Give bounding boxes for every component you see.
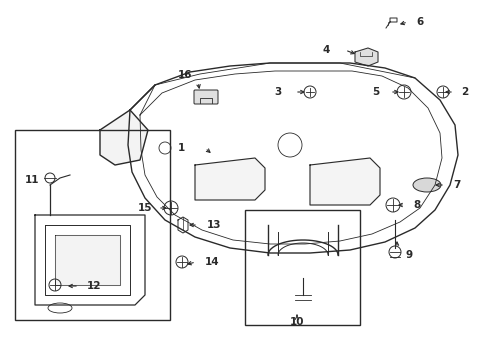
Text: 11: 11 <box>25 175 40 185</box>
FancyBboxPatch shape <box>194 90 218 104</box>
Text: 9: 9 <box>404 250 411 260</box>
Polygon shape <box>100 110 148 165</box>
Polygon shape <box>195 158 264 200</box>
Text: 6: 6 <box>415 17 423 27</box>
Text: 10: 10 <box>289 317 304 327</box>
Polygon shape <box>55 235 120 285</box>
Bar <box>244 210 359 325</box>
Ellipse shape <box>412 178 440 192</box>
Text: 12: 12 <box>87 281 102 291</box>
Polygon shape <box>354 48 377 66</box>
Text: 13: 13 <box>206 220 221 230</box>
Text: 4: 4 <box>322 45 329 55</box>
Text: 16: 16 <box>177 70 192 80</box>
Text: 5: 5 <box>371 87 378 97</box>
Text: 2: 2 <box>460 87 468 97</box>
Text: 15: 15 <box>137 203 152 213</box>
Text: 14: 14 <box>204 257 219 267</box>
Text: 3: 3 <box>274 87 282 97</box>
Text: 1: 1 <box>177 143 184 153</box>
Text: 7: 7 <box>452 180 459 190</box>
Text: 8: 8 <box>412 200 419 210</box>
Bar <box>15 130 170 320</box>
Polygon shape <box>309 158 379 205</box>
